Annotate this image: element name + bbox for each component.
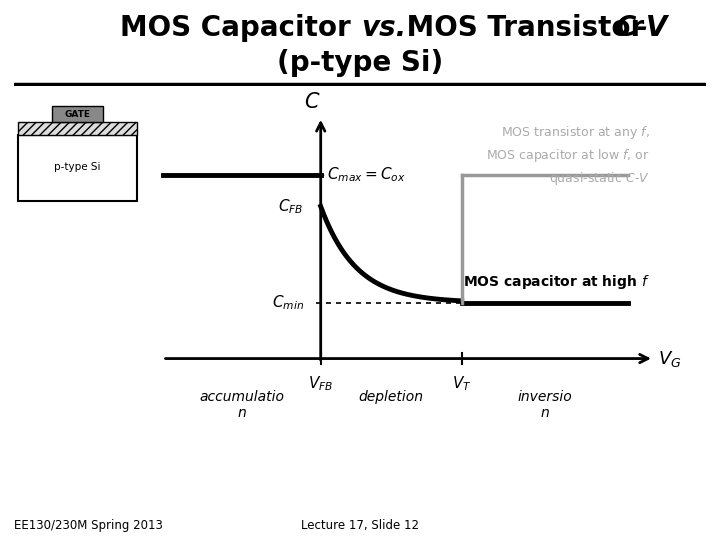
Text: EE130/230M Spring 2013: EE130/230M Spring 2013 xyxy=(14,519,163,532)
Text: MOS Capacitor: MOS Capacitor xyxy=(120,14,360,42)
Text: vs.: vs. xyxy=(361,14,407,42)
Text: $V_{FB}$: $V_{FB}$ xyxy=(308,374,333,393)
Text: $C_{max}$$=$$C_{ox}$: $C_{max}$$=$$C_{ox}$ xyxy=(327,166,406,185)
Text: $V_G$: $V_G$ xyxy=(658,348,682,369)
Bar xyxy=(18,122,137,134)
Text: (p-type Si): (p-type Si) xyxy=(277,49,443,77)
Text: MOS capacitor at high $f$: MOS capacitor at high $f$ xyxy=(463,273,649,292)
Text: $V_T$: $V_T$ xyxy=(452,374,472,393)
Text: C-V: C-V xyxy=(616,14,667,42)
Text: accumulatio
n: accumulatio n xyxy=(199,390,284,420)
Text: inversio
n: inversio n xyxy=(518,390,572,420)
Bar xyxy=(52,106,102,122)
Text: depletion: depletion xyxy=(359,390,423,404)
Text: GATE: GATE xyxy=(64,110,91,119)
Text: $C$: $C$ xyxy=(304,92,320,112)
Text: MOS transistor at any $f$,
MOS capacitor at low $f$, or
quasi-static $C$-$V$: MOS transistor at any $f$, MOS capacitor… xyxy=(486,124,649,187)
Text: $C_{min}$: $C_{min}$ xyxy=(271,293,304,312)
Text: $C_{FB}$: $C_{FB}$ xyxy=(278,197,304,216)
Text: MOS Transistor: MOS Transistor xyxy=(397,14,654,42)
Bar xyxy=(18,134,137,201)
Text: p-type Si: p-type Si xyxy=(54,161,101,172)
Text: Lecture 17, Slide 12: Lecture 17, Slide 12 xyxy=(301,519,419,532)
